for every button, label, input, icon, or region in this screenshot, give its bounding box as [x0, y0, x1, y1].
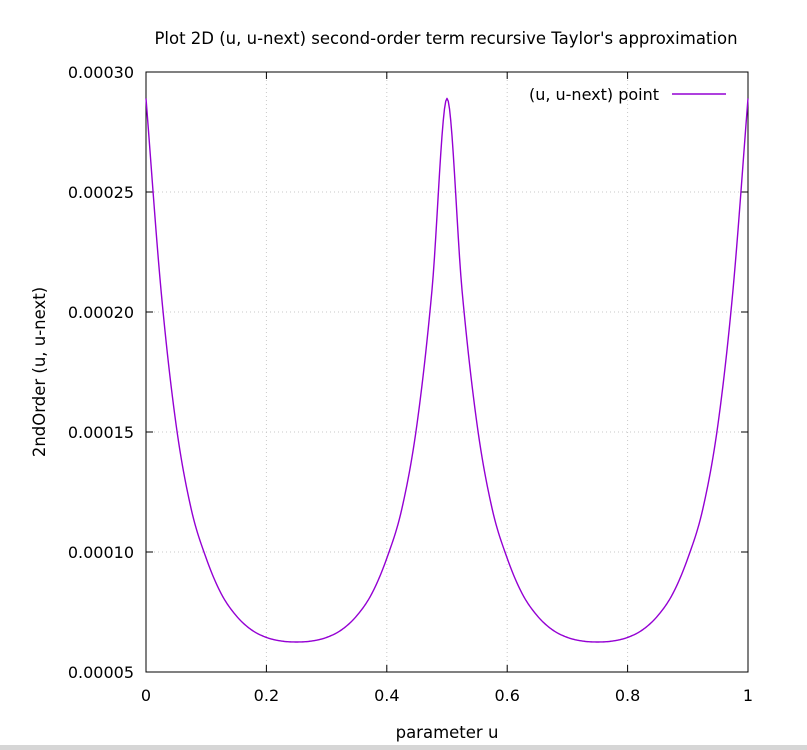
y-tick-label: 0.00030	[68, 63, 134, 82]
x-tick-label: 0	[141, 686, 151, 705]
series-line	[145, 97, 749, 643]
x-tick-label: 0.8	[615, 686, 640, 705]
x-tick-label: 0.6	[494, 686, 519, 705]
window-bottom-edge	[0, 745, 807, 750]
grid-lines	[146, 72, 748, 672]
legend: (u, u-next) point	[529, 85, 726, 104]
x-tick-label: 1	[743, 686, 753, 705]
x-tick-label: 0.4	[374, 686, 399, 705]
y-tick-label: 0.00005	[68, 663, 134, 682]
x-tick-label: 0.2	[254, 686, 279, 705]
series-lines	[145, 97, 749, 643]
y-tick-labels: 0.00005 0.00010 0.00015 0.00020 0.00025 0.000…	[68, 63, 134, 682]
y-axis-label: 2ndOrder (u, u-next)	[30, 287, 49, 457]
y-tick-label: 0.00015	[68, 423, 134, 442]
chart-title: Plot 2D (u, u-next) second-order term re…	[154, 29, 737, 48]
plot-frame	[145, 71, 749, 673]
x-axis-label: parameter u	[396, 723, 499, 742]
y-tick-label: 0.00025	[68, 183, 134, 202]
y-tick-label: 0.00010	[68, 543, 134, 562]
legend-label: (u, u-next) point	[529, 85, 659, 104]
x-tick-labels: 0 0.2 0.4 0.6 0.8 1	[141, 686, 753, 705]
y-tick-label: 0.00020	[68, 303, 134, 322]
